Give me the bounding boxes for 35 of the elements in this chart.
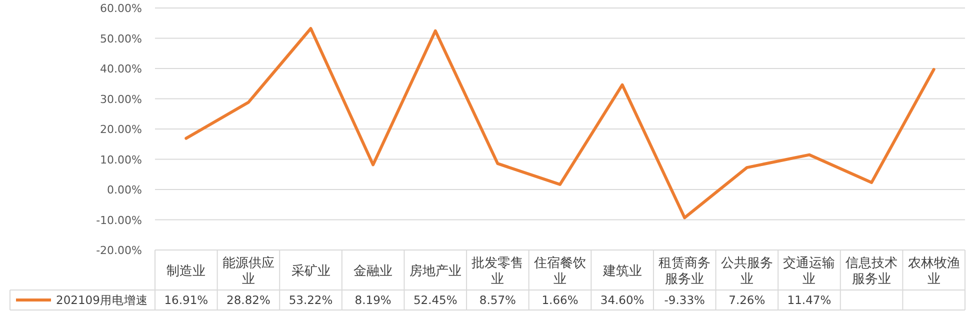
x-tick-label: 批发零售业 <box>472 256 524 287</box>
y-tick-label: 40.00% <box>100 62 142 76</box>
x-tick-label: 租赁商务服务业 <box>658 256 711 287</box>
y-tick-label: -10.00% <box>96 214 142 227</box>
y-tick-label: 60.00% <box>100 2 142 15</box>
y-tick-label: 20.00% <box>100 123 142 136</box>
x-tick-label: 公共服务业 <box>720 256 773 287</box>
data-label: 28.82% <box>226 293 270 307</box>
x-tick-label: 金融业 <box>354 264 393 279</box>
line-series <box>184 27 936 220</box>
x-tick-label: 农林牧渔业 <box>908 256 960 287</box>
y-tick-label: 10.00% <box>100 153 142 166</box>
x-tick-label: 房地产业 <box>409 263 462 279</box>
x-tick-label: 建筑业 <box>602 264 642 279</box>
x-tick-label: 信息技术服务业 <box>846 256 898 287</box>
x-tick-label: 能源供应业 <box>222 255 274 287</box>
x-tick-label: 住宿餐饮业 <box>533 255 586 287</box>
data-label: 52.45% <box>413 293 458 307</box>
data-label: 53.22% <box>288 293 333 307</box>
y-tick-label: 30.00% <box>100 92 142 106</box>
data-label: 34.60% <box>600 293 644 307</box>
data-label: 16.91% <box>164 293 208 307</box>
x-tick-label: 制造业 <box>166 264 206 279</box>
data-label: -9.33% <box>664 293 706 307</box>
legend-label: 202109用电增速 <box>56 293 148 307</box>
y-tick-label: 0.00% <box>107 184 142 196</box>
data-label: 11.47% <box>787 293 832 307</box>
data-label: 8.57% <box>479 293 516 307</box>
y-tick-label: -20.00% <box>96 244 142 257</box>
data-label: 8.19% <box>354 293 392 307</box>
data-label: 7.26% <box>728 293 766 307</box>
y-tick-label: 50.00% <box>100 32 142 46</box>
data-label: 1.66% <box>542 293 578 307</box>
x-tick-label: 交通运输业 <box>783 255 836 287</box>
x-tick-label: 采矿业 <box>291 264 330 279</box>
